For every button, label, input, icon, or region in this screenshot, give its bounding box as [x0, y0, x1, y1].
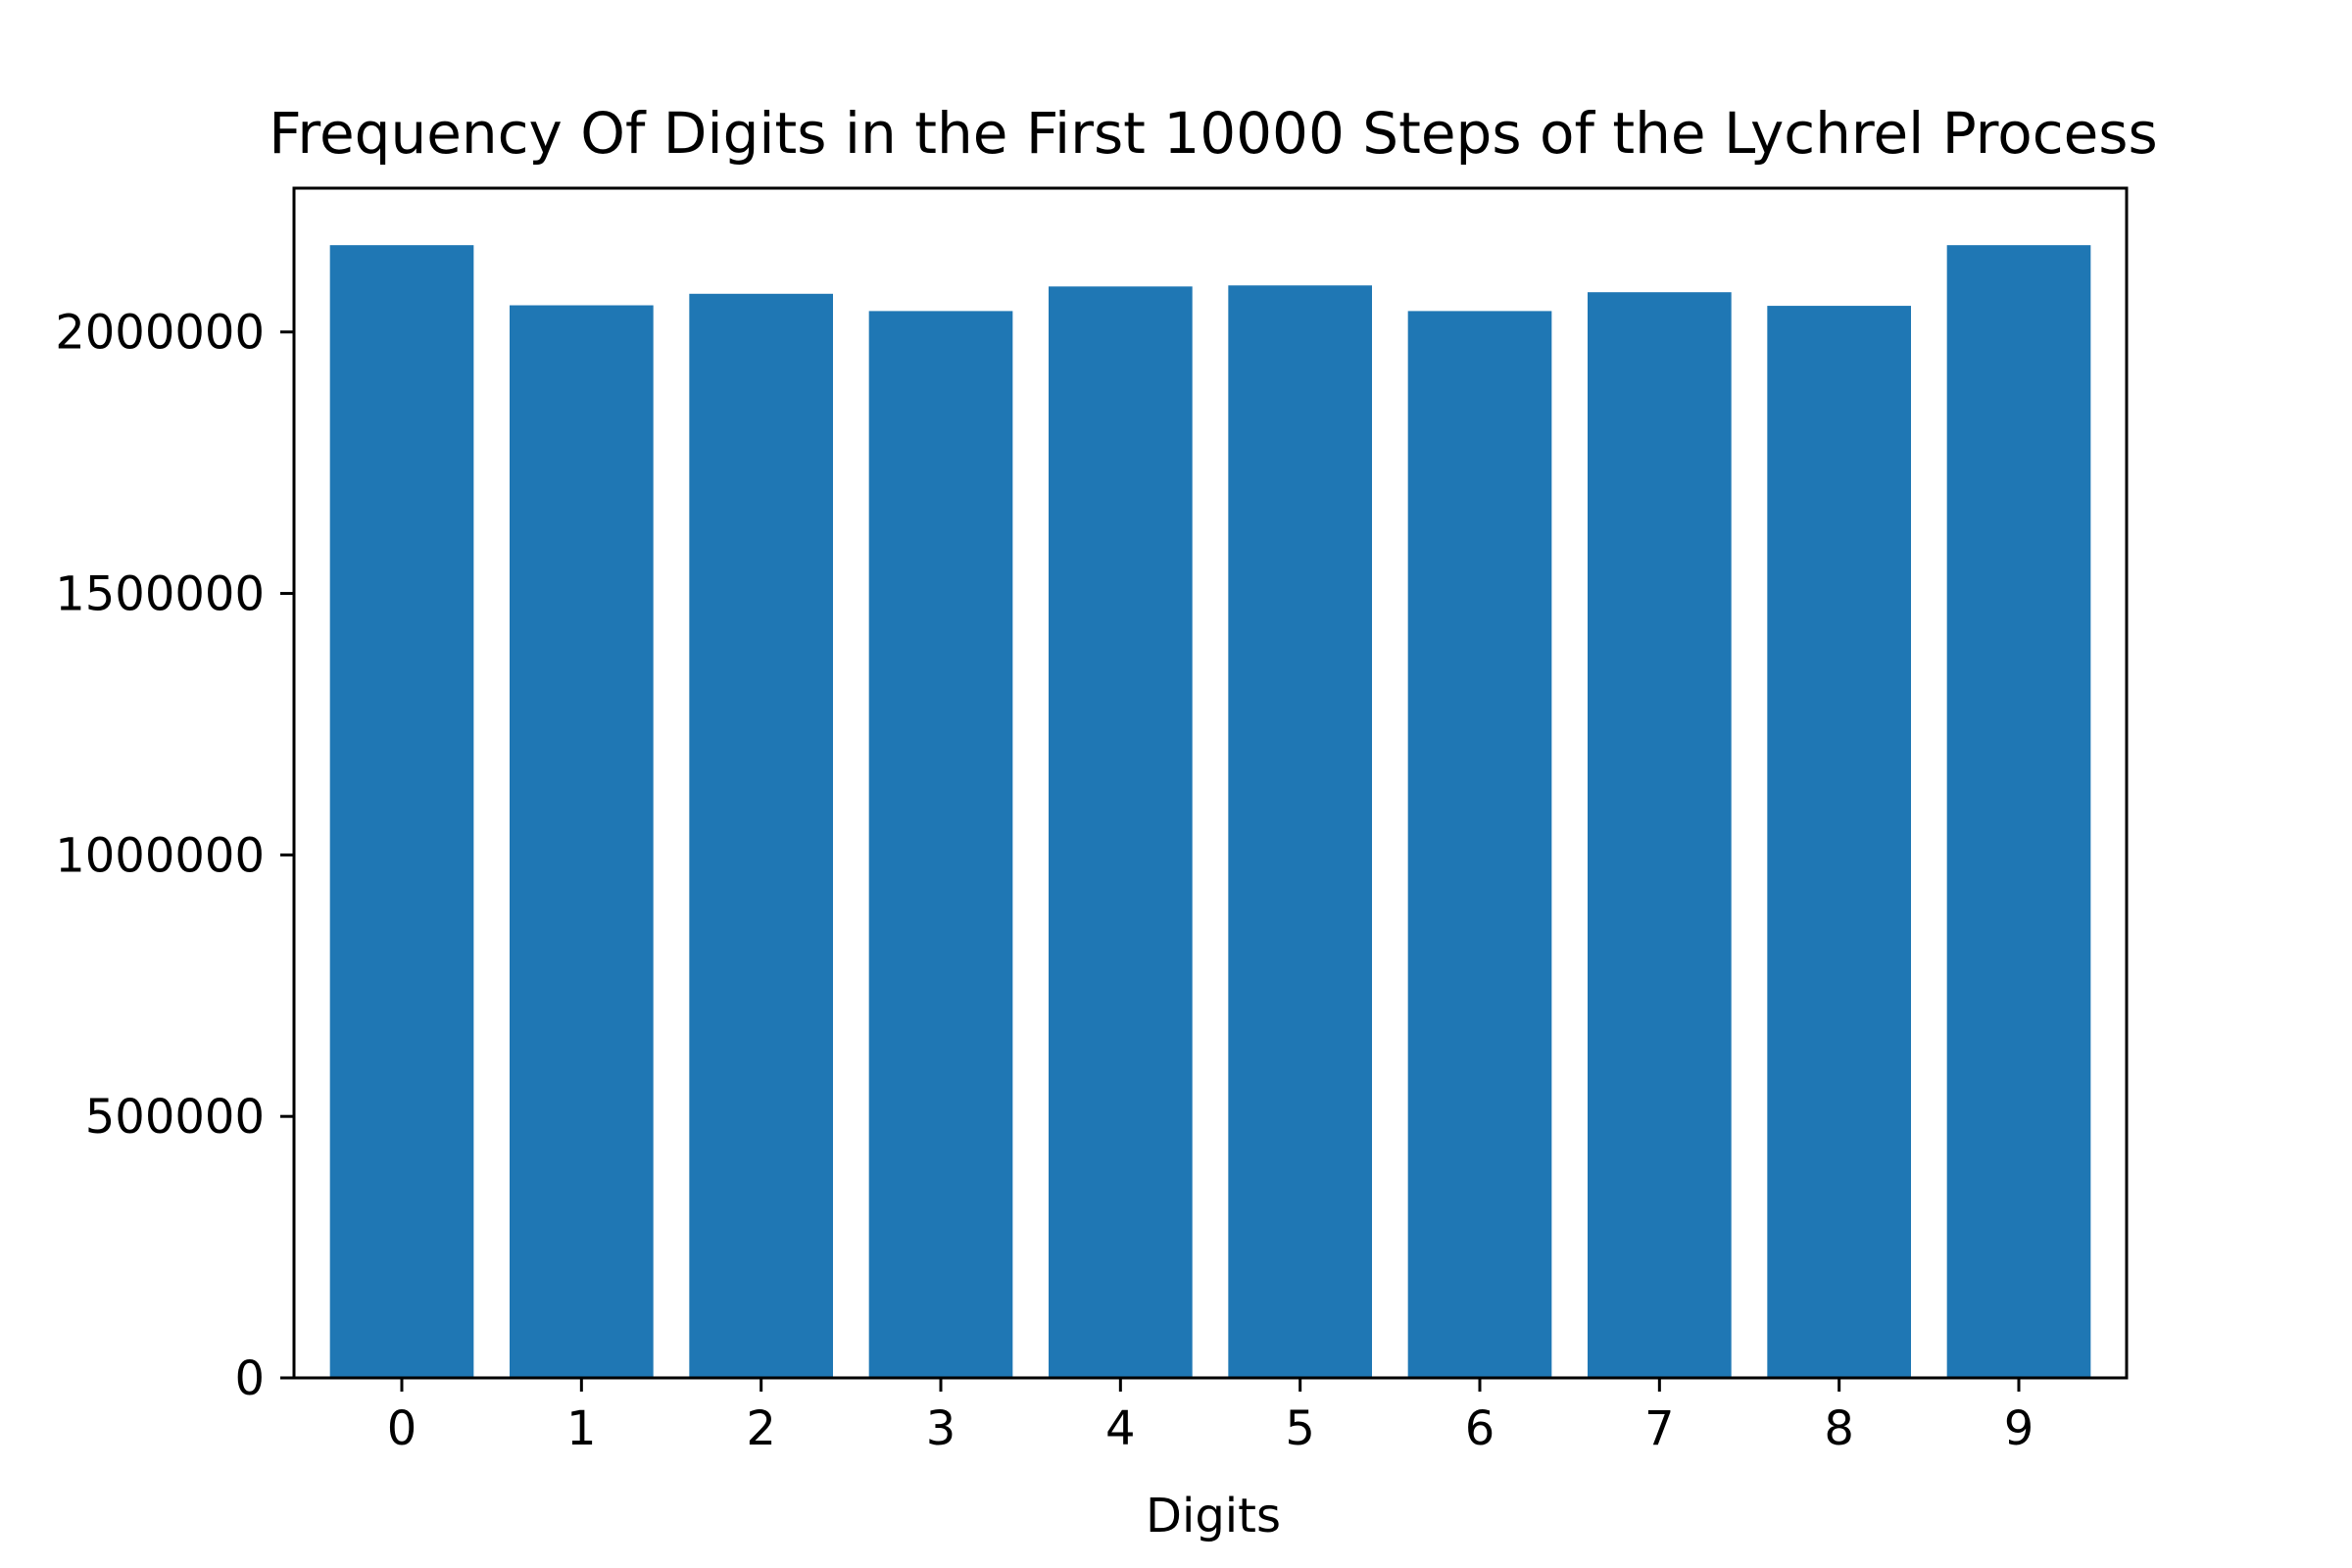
bar-8	[1767, 306, 1911, 1378]
x-tick-label-8: 8	[1824, 1401, 1854, 1456]
bar-9	[1946, 245, 2091, 1378]
axes-layer	[292, 186, 2129, 1380]
x-tick-label-9: 9	[2004, 1401, 2034, 1456]
y-tick-label-2000000: 2000000	[55, 306, 265, 361]
y-tick-label-1500000: 1500000	[55, 567, 265, 622]
y-tick-label-1000000: 1000000	[55, 828, 265, 883]
bar-6	[1407, 311, 1552, 1378]
bar-2	[689, 293, 833, 1378]
bar-4	[1049, 286, 1193, 1378]
y-tick-label-500000: 500000	[85, 1090, 265, 1145]
x-tick-label-3: 3	[926, 1401, 956, 1456]
plot-frame	[292, 186, 2129, 1380]
bar-0	[329, 245, 474, 1378]
bar-7	[1588, 292, 1732, 1379]
x-tick-label-5: 5	[1285, 1401, 1315, 1456]
bar-1	[510, 305, 654, 1378]
x-tick-label-0: 0	[387, 1401, 417, 1456]
x-axis-label: Digits	[1146, 1489, 1281, 1544]
x-tick-label-4: 4	[1105, 1401, 1136, 1456]
x-tick-label-1: 1	[566, 1401, 597, 1456]
bars-layer	[329, 245, 2091, 1379]
y-tick-label-0: 0	[234, 1351, 265, 1406]
bar-3	[868, 311, 1013, 1378]
ticks-layer: 0 1 2 3 4 5 6 7 8 9 0 500000 1000000 1500000 2000000	[55, 306, 2034, 1456]
chart-title: Frequency Of Digits in the First 10000 S…	[269, 100, 2158, 167]
x-tick-label-6: 6	[1465, 1401, 1495, 1456]
x-tick-label-7: 7	[1644, 1401, 1675, 1456]
x-tick-label-2: 2	[746, 1401, 776, 1456]
bar-5	[1228, 285, 1372, 1378]
